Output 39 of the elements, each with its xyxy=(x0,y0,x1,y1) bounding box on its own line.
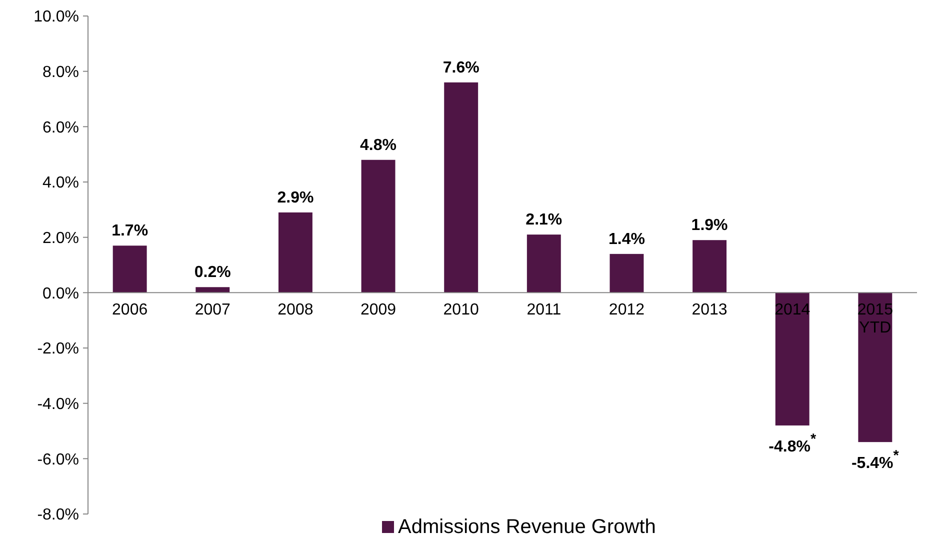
bar xyxy=(112,246,147,293)
y-tick-label: -6.0% xyxy=(37,451,79,468)
text: 1.7% xyxy=(112,222,148,240)
bar xyxy=(858,292,892,442)
x-tick-label: 2013 xyxy=(692,302,728,319)
legend-label: Admissions Revenue Growth xyxy=(398,516,656,538)
y-tick-label: -2.0% xyxy=(37,340,79,358)
y-tick-label: 6.0% xyxy=(42,119,79,136)
text: 2.1% xyxy=(526,212,562,229)
text: 1.9% xyxy=(691,217,728,234)
text: 0.2% xyxy=(194,264,231,282)
bar xyxy=(610,254,644,293)
bar xyxy=(361,160,396,293)
y-tick-label: 8.0% xyxy=(42,64,79,81)
bar xyxy=(526,234,561,293)
bar xyxy=(775,292,810,426)
x-tick-label: 2009 xyxy=(360,302,396,319)
bar xyxy=(278,212,312,293)
bar xyxy=(692,240,727,293)
text: -5.4%$^{*}$ xyxy=(851,448,899,472)
bar xyxy=(444,82,478,293)
y-tick-label: 2.0% xyxy=(42,230,79,247)
text: 4.8% xyxy=(360,136,397,154)
text: 1.4% xyxy=(608,230,645,248)
x-tick-label: 2008 xyxy=(278,302,314,319)
x-tick-label: 2006 xyxy=(112,302,148,319)
y-tick-label: -4.0% xyxy=(37,396,79,413)
x-tick-label: 2012 xyxy=(608,302,645,319)
bar xyxy=(196,287,230,293)
x-tick-label: 2011 xyxy=(526,302,562,319)
y-tick-label: 4.0% xyxy=(42,174,79,192)
y-tick-label: 0.0% xyxy=(42,285,79,302)
x-tick-label: 2007 xyxy=(194,302,231,319)
text: -4.8%$^{*}$ xyxy=(768,431,816,456)
x-tick-label: 2010 xyxy=(443,302,479,319)
y-tick-label: 10.0% xyxy=(34,8,79,26)
y-tick-label: -8.0% xyxy=(37,506,79,524)
text: 7.6% xyxy=(442,59,480,76)
text: 2.9% xyxy=(277,189,314,206)
